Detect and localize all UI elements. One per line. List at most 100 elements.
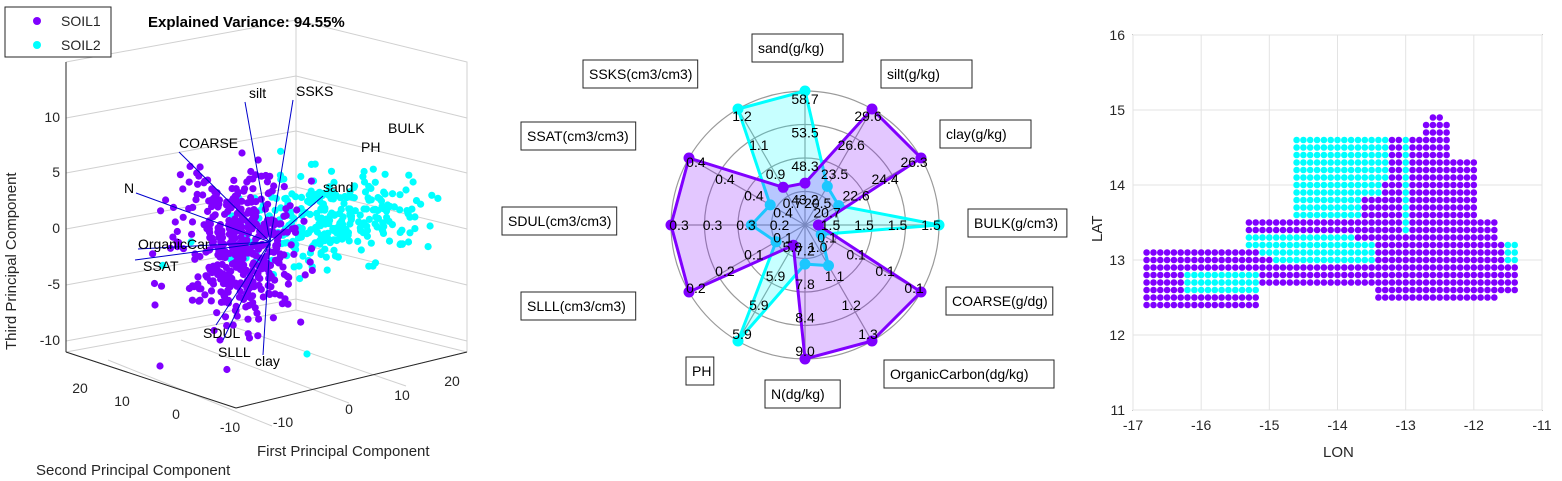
geo-point-soil1 bbox=[1143, 256, 1150, 264]
point-soil2 bbox=[291, 193, 300, 201]
radar-ring-label: 5.9 bbox=[766, 268, 786, 284]
geo-point-soil1 bbox=[1470, 226, 1478, 234]
radar-point-soil1 bbox=[777, 181, 789, 193]
geo-point-soil2 bbox=[1279, 256, 1287, 264]
geo-point-soil1 bbox=[1470, 204, 1478, 211]
geo-point-soil1 bbox=[1402, 234, 1409, 241]
geo-point-soil2 bbox=[1266, 234, 1273, 241]
geo-point-soil1 bbox=[1402, 294, 1409, 301]
geo-point-soil2 bbox=[1313, 249, 1321, 256]
geo-point-soil1 bbox=[1416, 226, 1423, 234]
point-soil1 bbox=[225, 216, 233, 225]
point-soil1 bbox=[173, 227, 181, 236]
point-soil2 bbox=[330, 188, 338, 196]
geo-point-soil1 bbox=[1409, 144, 1416, 151]
geo-point-soil2 bbox=[1293, 256, 1300, 264]
geo-point-soil1 bbox=[1395, 264, 1403, 271]
geo-point-soil2 bbox=[1341, 151, 1348, 159]
geo-point-soil1 bbox=[1177, 256, 1184, 264]
radar-ring-label: 0.1 bbox=[744, 247, 764, 263]
radar-point-soil2 bbox=[770, 236, 782, 248]
geo-point-soil2 bbox=[1347, 196, 1355, 204]
radar-ring-label: 22.6 bbox=[842, 188, 869, 204]
geo-point-soil1 bbox=[1375, 196, 1382, 204]
point-soil1 bbox=[188, 218, 197, 226]
loading-label-ssks: SSKS bbox=[296, 83, 333, 99]
geo-point-soil1 bbox=[1463, 204, 1471, 211]
geo-point-soil1 bbox=[1395, 256, 1403, 264]
geo-point-soil1 bbox=[1409, 279, 1416, 286]
geo-point-soil1 bbox=[1429, 241, 1437, 249]
geo-point-soil1 bbox=[1422, 204, 1430, 211]
geo-point-soil1 bbox=[1163, 264, 1171, 271]
point-soil2 bbox=[330, 246, 338, 254]
geo-point-soil2 bbox=[1347, 136, 1355, 144]
geo-point-soil1 bbox=[1436, 144, 1443, 151]
geo-point-soil2 bbox=[1347, 241, 1355, 249]
geo-point-soil2 bbox=[1306, 196, 1314, 204]
geo-point-soil2 bbox=[1218, 286, 1225, 294]
geo-point-soil2 bbox=[1368, 136, 1375, 144]
geo-point-soil1 bbox=[1163, 301, 1171, 309]
geo-point-soil2 bbox=[1300, 144, 1307, 151]
point-soil2 bbox=[396, 228, 404, 236]
geo-x-tick-label: -12 bbox=[1464, 417, 1484, 433]
point-soil1 bbox=[150, 279, 159, 288]
point-soil1 bbox=[193, 169, 201, 177]
radar-ring-label: 0.1 bbox=[773, 230, 793, 246]
geo-point-soil2 bbox=[1313, 159, 1321, 166]
geo-point-soil1 bbox=[1361, 226, 1369, 234]
geo-point-soil1 bbox=[1491, 226, 1498, 234]
geo-point-soil1 bbox=[1470, 241, 1478, 249]
geo-point-soil2 bbox=[1286, 234, 1294, 241]
geo-point-soil1 bbox=[1443, 159, 1450, 166]
loading-label-sand: sand bbox=[323, 179, 353, 195]
geo-point-soil1 bbox=[1170, 264, 1178, 271]
point-soil2 bbox=[297, 193, 306, 201]
geo-point-soil2 bbox=[1341, 211, 1348, 219]
geo-point-soil1 bbox=[1443, 129, 1450, 136]
geo-point-soil2 bbox=[1381, 166, 1389, 174]
geo-point-soil1 bbox=[1456, 294, 1464, 301]
geo-point-soil2 bbox=[1306, 211, 1314, 219]
point-soil2 bbox=[402, 186, 410, 194]
geo-point-soil1 bbox=[1375, 204, 1382, 211]
geo-point-soil1 bbox=[1409, 271, 1416, 279]
radar-ring-label: 1.2 bbox=[732, 108, 752, 124]
geo-point-soil1 bbox=[1416, 264, 1423, 271]
geo-point-soil1 bbox=[1381, 226, 1389, 234]
point-soil1 bbox=[214, 224, 222, 232]
geo-point-soil2 bbox=[1293, 151, 1300, 159]
geo-point-soil2 bbox=[1293, 166, 1300, 174]
geo-point-soil1 bbox=[1409, 294, 1416, 301]
geo-point-soil1 bbox=[1211, 264, 1219, 271]
geo-point-soil1 bbox=[1313, 271, 1321, 279]
geo-point-soil2 bbox=[1320, 211, 1328, 219]
geo-point-soil1 bbox=[1388, 294, 1396, 301]
geo-point-soil1 bbox=[1416, 271, 1423, 279]
geo-point-soil1 bbox=[1191, 294, 1198, 301]
geo-point-soil1 bbox=[1470, 271, 1478, 279]
point-soil2 bbox=[369, 165, 377, 173]
point-soil1 bbox=[211, 211, 219, 219]
point-soil2 bbox=[424, 243, 432, 251]
geo-point-soil1 bbox=[1395, 219, 1403, 226]
geo-point-soil1 bbox=[1306, 279, 1314, 286]
radar-ring-label: 0.1 bbox=[846, 247, 866, 263]
geo-point-soil1 bbox=[1238, 294, 1246, 301]
geo-point-soil2 bbox=[1334, 241, 1341, 249]
geo-point-soil1 bbox=[1163, 286, 1171, 294]
geo-point-soil2 bbox=[1320, 204, 1328, 211]
geo-point-soil1 bbox=[1327, 271, 1334, 279]
geo-point-soil1 bbox=[1150, 279, 1157, 286]
geo-point-soil1 bbox=[1463, 271, 1471, 279]
geo-point-soil1 bbox=[1388, 204, 1396, 211]
geo-point-soil1 bbox=[1491, 286, 1498, 294]
geo-point-soil1 bbox=[1429, 271, 1437, 279]
point-soil2 bbox=[364, 194, 372, 202]
geo-point-soil1 bbox=[1252, 226, 1259, 234]
radar-ring-label: 0.1 bbox=[817, 230, 837, 246]
geo-point-soil2 bbox=[1327, 151, 1334, 159]
geo-point-soil1 bbox=[1381, 219, 1389, 226]
geo-point-soil1 bbox=[1368, 219, 1375, 226]
